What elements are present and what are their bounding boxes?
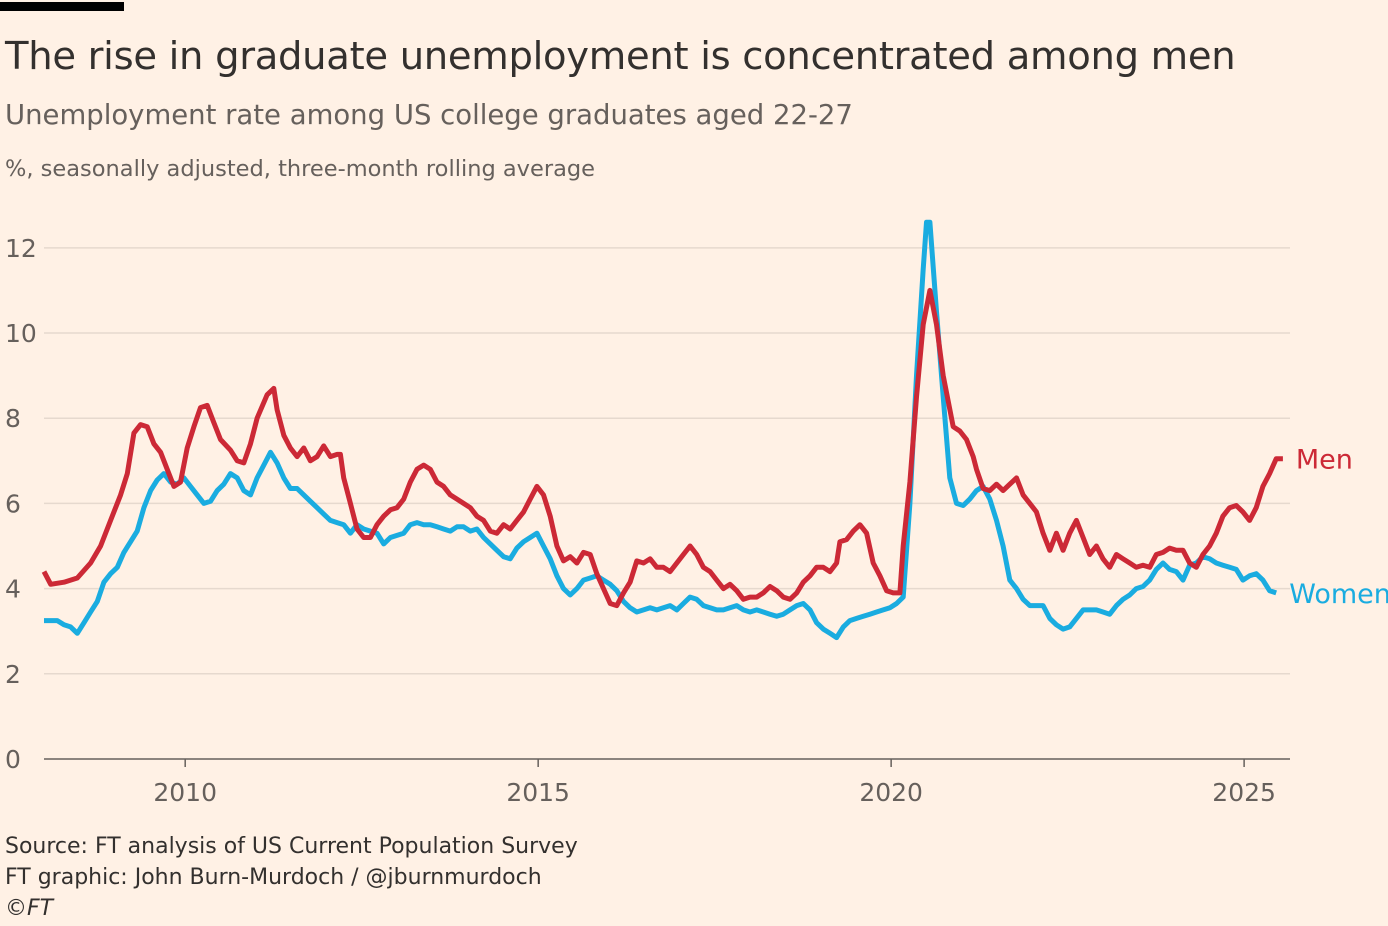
x-tick-label: 2010	[153, 778, 217, 807]
series-label-men: Men	[1296, 445, 1353, 476]
x-tick-label: 2025	[1212, 778, 1276, 807]
y-tick-label: 0	[5, 745, 21, 774]
y-tick-label: 4	[5, 575, 21, 604]
source-note: Source: FT analysis of US Current Popula…	[5, 834, 578, 859]
chart-subtitle: Unemployment rate among US college gradu…	[5, 99, 853, 131]
y-tick-label: 6	[5, 489, 21, 518]
x-tick-label: 2020	[859, 778, 923, 807]
x-tick-label: 2015	[506, 778, 570, 807]
y-tick-label: 2	[5, 660, 21, 689]
series-line-women	[44, 219, 1277, 641]
y-tick-label: 12	[5, 234, 37, 263]
y-tick-label: 8	[5, 404, 21, 433]
y-tick-label: 10	[5, 319, 37, 348]
ft-brand-bar	[0, 2, 124, 11]
copyright-note: ©FT	[5, 896, 54, 921]
graphic-credit: FT graphic: John Burn-Murdoch / @jburnmu…	[5, 865, 542, 890]
chart-footer: Source: FT analysis of US Current Popula…	[5, 831, 578, 924]
line-chart: 0 2 4 6 8 10 12 2010 2015 2020 2025 Women Men	[5, 219, 1388, 807]
chart-units: %, seasonally adjusted, three-month roll…	[5, 156, 595, 182]
series-label-women: Women	[1289, 579, 1388, 610]
chart-title: The rise in graduate unemployment is con…	[5, 34, 1236, 79]
series-line-men	[41, 287, 1283, 609]
